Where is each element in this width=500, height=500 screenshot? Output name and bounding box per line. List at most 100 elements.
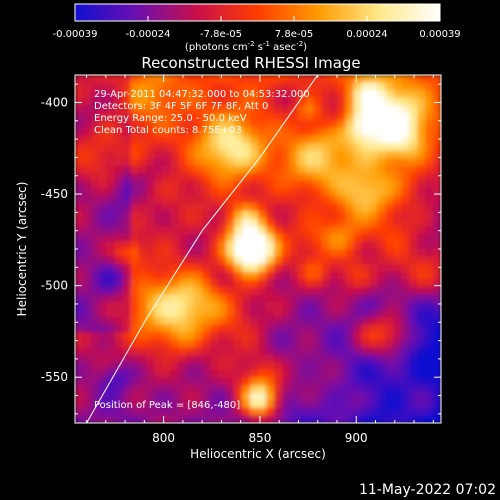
heatmap-cell <box>218 120 227 129</box>
heatmap-cell <box>178 173 187 182</box>
heatmap-cell <box>409 196 418 205</box>
heatmap-cell <box>146 211 156 220</box>
heatmap-cell <box>75 279 84 288</box>
y-axis-label: Heliocentric Y (arcsec) <box>15 182 29 317</box>
heatmap-cell <box>210 196 219 205</box>
heatmap-cell <box>82 75 92 84</box>
heatmap-cell <box>297 370 307 379</box>
heatmap-cell <box>162 180 172 190</box>
heatmap-cell <box>425 271 434 280</box>
heatmap-cell <box>154 120 164 129</box>
heatmap-cell <box>162 392 172 401</box>
heatmap-cell <box>218 211 227 220</box>
heatmap-cell <box>186 362 195 371</box>
heatmap-cell <box>313 90 323 99</box>
heatmap-cell <box>122 188 132 197</box>
heatmap-cell <box>265 347 275 356</box>
heatmap-cell <box>186 400 195 409</box>
heatmap-cell <box>178 400 187 409</box>
heatmap-cell <box>146 317 156 326</box>
heatmap-cell <box>162 317 172 326</box>
heatmap-cell <box>425 377 434 386</box>
heatmap-cell <box>345 165 355 174</box>
heatmap-cell <box>202 279 211 288</box>
heatmap-cell <box>273 165 283 174</box>
heatmap-cell <box>146 264 156 273</box>
heatmap-cell <box>138 75 148 84</box>
heatmap-cell <box>345 120 355 129</box>
heatmap-cell <box>425 97 434 106</box>
heatmap-cell <box>194 143 203 152</box>
heatmap-cell <box>106 317 116 326</box>
heatmap-cell <box>361 347 370 356</box>
heatmap-cell <box>162 286 172 295</box>
heatmap-cell <box>170 370 180 379</box>
heatmap-cell <box>250 75 259 84</box>
heatmap-cell <box>106 294 116 303</box>
heatmap-cell <box>210 249 219 258</box>
heatmap-cell <box>138 165 148 174</box>
heatmap-cell <box>146 90 156 99</box>
heatmap-cell <box>313 143 323 152</box>
heatmap-cell <box>170 347 180 356</box>
heatmap-cell <box>75 309 84 318</box>
heatmap-cell <box>289 218 299 227</box>
heatmap-cell <box>353 392 363 401</box>
heatmap-cell <box>377 196 386 205</box>
heatmap-cell <box>289 271 299 280</box>
heatmap-cell <box>98 90 108 99</box>
heatmap-cell <box>305 112 315 121</box>
heatmap-cell <box>130 158 140 167</box>
heatmap-cell <box>98 279 108 288</box>
colorbar-tick-label: 0.00024 <box>346 29 387 40</box>
heatmap-cell <box>154 105 164 114</box>
heatmap-cell <box>162 370 172 379</box>
heatmap-cell <box>194 407 203 417</box>
heatmap-cell <box>226 385 235 394</box>
heatmap-cell <box>202 354 211 364</box>
heatmap-cell <box>385 400 394 409</box>
heatmap-cell <box>122 354 132 364</box>
heatmap-cell <box>186 97 195 106</box>
heatmap-cell <box>194 82 203 91</box>
heatmap-cell <box>385 158 394 167</box>
heatmap-cell <box>417 309 426 318</box>
heatmap-cell <box>162 226 172 235</box>
heatmap-cell <box>345 173 355 182</box>
heatmap-cell <box>122 256 132 265</box>
heatmap-cell <box>90 173 100 182</box>
heatmap-cell <box>305 173 315 182</box>
heatmap-cell <box>106 301 116 311</box>
heatmap-cell <box>258 339 267 348</box>
heatmap-cell <box>369 370 378 379</box>
heatmap-cell <box>250 97 259 106</box>
colorbar-tick-label: -0.00039 <box>53 29 98 40</box>
heatmap-cell <box>265 332 275 341</box>
heatmap-cell <box>154 180 164 190</box>
heatmap-cell <box>90 256 100 265</box>
colorbar-tick-label: 0.00039 <box>419 29 460 40</box>
heatmap-cell <box>369 203 378 212</box>
heatmap-cell <box>242 407 251 417</box>
heatmap-cell <box>273 188 283 197</box>
heatmap-cell <box>218 135 227 144</box>
heatmap-cell <box>154 196 164 205</box>
heatmap-cell <box>305 188 315 197</box>
heatmap-cell <box>305 143 315 152</box>
heatmap-cell <box>122 135 132 144</box>
heatmap-cell <box>106 347 116 356</box>
heatmap-cell <box>75 120 84 129</box>
heatmap-cell <box>106 271 116 280</box>
heatmap-cell <box>146 188 156 197</box>
heatmap-cell <box>114 143 124 152</box>
heatmap-cell <box>250 241 259 250</box>
heatmap-cell <box>186 256 195 265</box>
heatmap-cell <box>369 407 378 417</box>
heatmap-cell <box>433 173 441 182</box>
heatmap-cell <box>162 400 172 409</box>
heatmap-cell <box>178 370 187 379</box>
heatmap-cell <box>218 241 227 250</box>
heatmap-cell <box>202 264 211 273</box>
heatmap-cell <box>242 415 251 423</box>
heatmap-cell <box>75 249 84 258</box>
